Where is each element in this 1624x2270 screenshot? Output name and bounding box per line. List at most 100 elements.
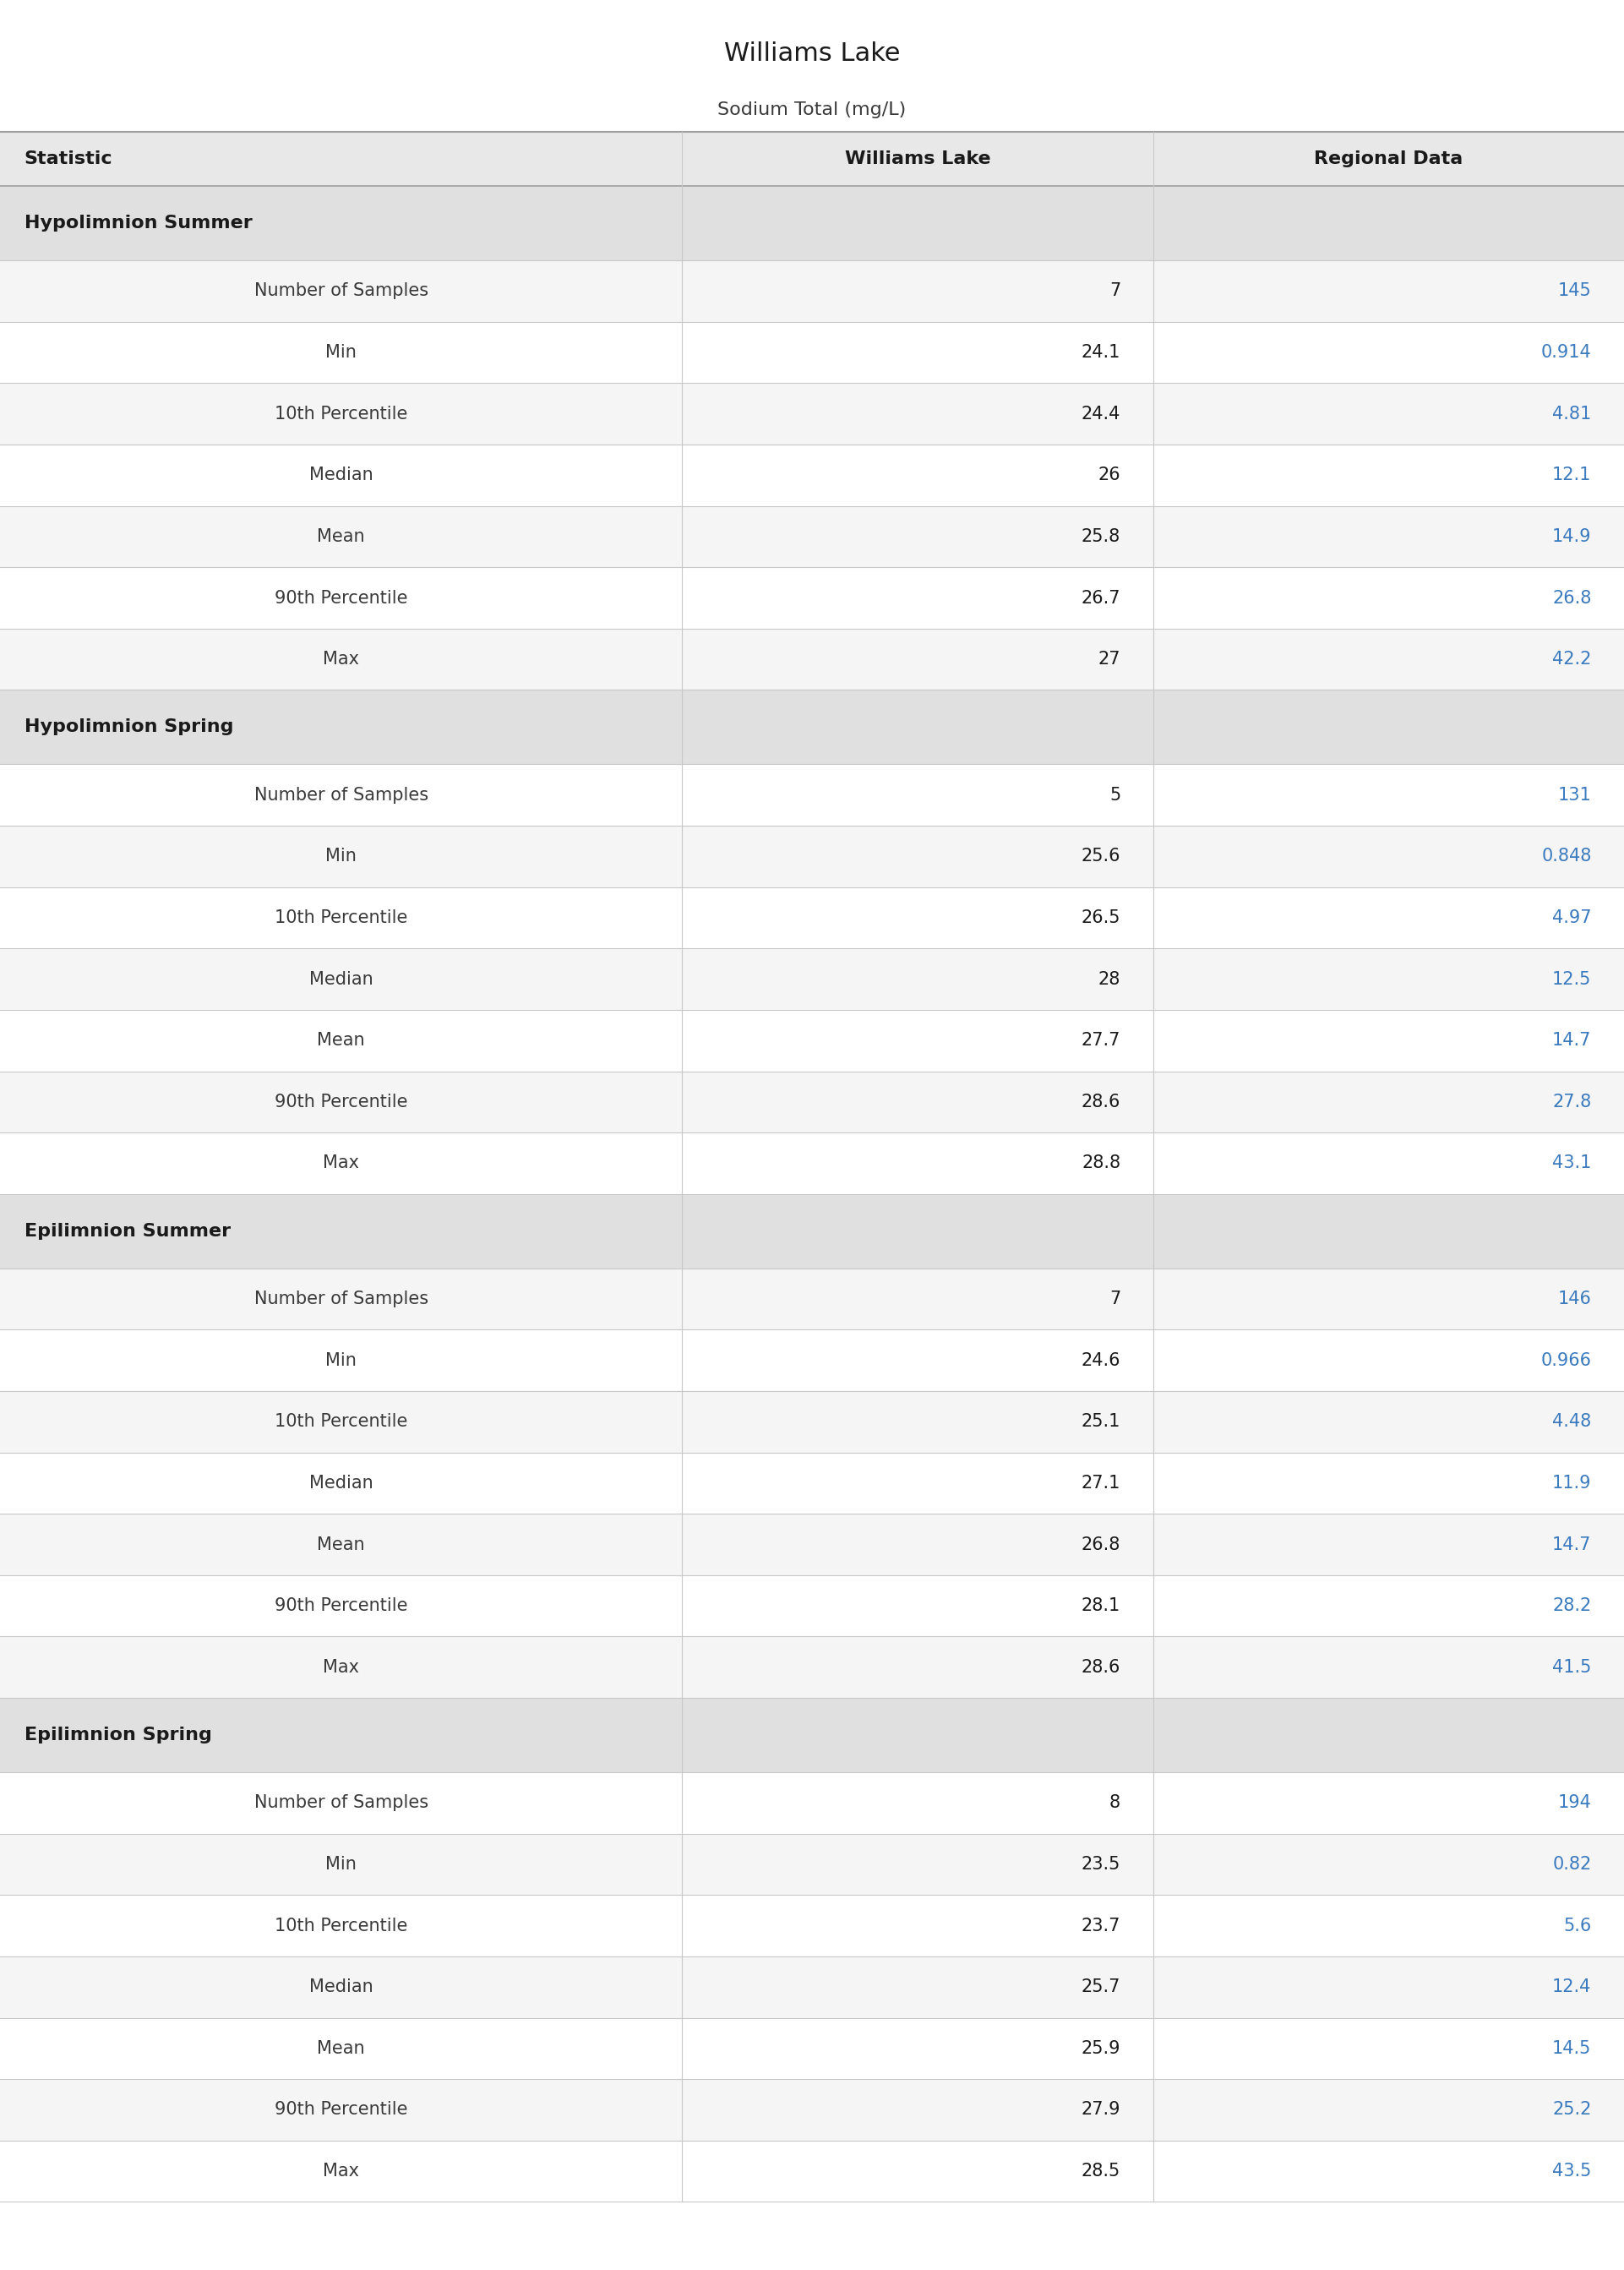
Bar	[0, 1834, 1624, 1895]
Text: 14.7: 14.7	[1553, 1033, 1592, 1049]
Bar	[0, 1269, 1624, 1330]
Bar	[0, 1330, 1624, 1392]
Bar	[0, 629, 1624, 690]
Text: 28.2: 28.2	[1553, 1598, 1592, 1614]
Text: Median: Median	[309, 468, 374, 484]
Text: 11.9: 11.9	[1553, 1476, 1592, 1491]
Text: Hypolimnion Spring: Hypolimnion Spring	[24, 720, 234, 735]
Text: 26: 26	[1098, 468, 1121, 484]
Text: 24.6: 24.6	[1082, 1353, 1121, 1369]
Bar	[0, 949, 1624, 1010]
Bar	[0, 1010, 1624, 1071]
Text: 4.48: 4.48	[1553, 1414, 1592, 1430]
Text: Mean: Mean	[317, 2041, 365, 2057]
Text: Regional Data: Regional Data	[1314, 150, 1463, 168]
Bar	[0, 1773, 1624, 1834]
Text: 27.9: 27.9	[1082, 2102, 1121, 2118]
Text: Epilimnion Spring: Epilimnion Spring	[24, 1727, 211, 1743]
Text: 24.4: 24.4	[1082, 406, 1121, 422]
Bar	[0, 888, 1624, 949]
Text: Max: Max	[323, 1155, 359, 1171]
Text: Williams Lake: Williams Lake	[844, 150, 991, 168]
Text: Number of Samples: Number of Samples	[253, 785, 429, 804]
Bar	[0, 1895, 1624, 1957]
Bar	[0, 186, 1624, 261]
Text: 12.4: 12.4	[1553, 1979, 1592, 1995]
Bar	[0, 2018, 1624, 2079]
Text: 146: 146	[1557, 1289, 1592, 1308]
Text: Epilimnion Summer: Epilimnion Summer	[24, 1224, 231, 1239]
Text: 10th Percentile: 10th Percentile	[274, 1918, 408, 1934]
Bar	[0, 690, 1624, 765]
Bar	[0, 1453, 1624, 1514]
Text: 25.8: 25.8	[1082, 529, 1121, 545]
Text: 90th Percentile: 90th Percentile	[274, 2102, 408, 2118]
Text: 5: 5	[1109, 785, 1121, 804]
Text: 25.2: 25.2	[1553, 2102, 1592, 2118]
Text: 23.7: 23.7	[1082, 1918, 1121, 1934]
Text: 26.8: 26.8	[1082, 1537, 1121, 1553]
Text: 23.5: 23.5	[1082, 1857, 1121, 1873]
Text: 25.1: 25.1	[1082, 1414, 1121, 1430]
Text: 27: 27	[1098, 651, 1121, 667]
Text: 27.7: 27.7	[1082, 1033, 1121, 1049]
Text: 28.8: 28.8	[1082, 1155, 1121, 1171]
Text: 90th Percentile: 90th Percentile	[274, 1598, 408, 1614]
Text: 7: 7	[1109, 281, 1121, 300]
Text: 4.97: 4.97	[1553, 910, 1592, 926]
Text: 43.5: 43.5	[1553, 2163, 1592, 2179]
Text: Min: Min	[325, 1353, 357, 1369]
Text: Williams Lake: Williams Lake	[724, 41, 900, 66]
Bar	[0, 1698, 1624, 1773]
Text: 90th Percentile: 90th Percentile	[274, 590, 408, 606]
Text: 28.6: 28.6	[1082, 1659, 1121, 1675]
Text: 131: 131	[1557, 785, 1592, 804]
Text: 0.848: 0.848	[1541, 849, 1592, 865]
Text: 0.82: 0.82	[1553, 1857, 1592, 1873]
Bar	[0, 1637, 1624, 1698]
Text: Max: Max	[323, 2163, 359, 2179]
Text: 14.5: 14.5	[1553, 2041, 1592, 2057]
Text: 26.8: 26.8	[1553, 590, 1592, 606]
Text: Mean: Mean	[317, 529, 365, 545]
Text: Hypolimnion Summer: Hypolimnion Summer	[24, 216, 252, 232]
Text: Sodium Total (mg/L): Sodium Total (mg/L)	[718, 102, 906, 118]
Text: 26.7: 26.7	[1082, 590, 1121, 606]
Bar	[0, 1133, 1624, 1194]
Text: 7: 7	[1109, 1289, 1121, 1308]
Bar	[0, 445, 1624, 506]
Text: 10th Percentile: 10th Percentile	[274, 406, 408, 422]
Text: 28.1: 28.1	[1082, 1598, 1121, 1614]
Text: Min: Min	[325, 1857, 357, 1873]
Text: Median: Median	[309, 1979, 374, 1995]
Text: 14.7: 14.7	[1553, 1537, 1592, 1553]
Text: 5.6: 5.6	[1564, 1918, 1592, 1934]
Text: 26.5: 26.5	[1082, 910, 1121, 926]
Text: 4.81: 4.81	[1553, 406, 1592, 422]
Text: 0.914: 0.914	[1541, 345, 1592, 361]
Text: 145: 145	[1557, 281, 1592, 300]
Text: 24.1: 24.1	[1082, 345, 1121, 361]
Text: 25.6: 25.6	[1082, 849, 1121, 865]
Bar	[0, 1957, 1624, 2018]
Text: Statistic: Statistic	[24, 150, 112, 168]
Text: 14.9: 14.9	[1553, 529, 1592, 545]
Text: 194: 194	[1557, 1796, 1592, 1811]
Bar	[0, 322, 1624, 384]
Bar	[0, 1514, 1624, 1575]
Bar	[0, 826, 1624, 888]
Text: 28.5: 28.5	[1082, 2163, 1121, 2179]
Bar	[0, 1071, 1624, 1133]
Text: 90th Percentile: 90th Percentile	[274, 1094, 408, 1110]
Bar	[0, 2079, 1624, 2141]
Text: Max: Max	[323, 651, 359, 667]
Bar	[0, 506, 1624, 568]
Bar	[0, 1575, 1624, 1637]
Bar	[0, 384, 1624, 445]
Text: 28: 28	[1098, 972, 1121, 987]
Bar	[0, 765, 1624, 826]
Text: Number of Samples: Number of Samples	[253, 281, 429, 300]
Text: Mean: Mean	[317, 1033, 365, 1049]
Bar	[0, 568, 1624, 629]
Text: 25.9: 25.9	[1082, 2041, 1121, 2057]
